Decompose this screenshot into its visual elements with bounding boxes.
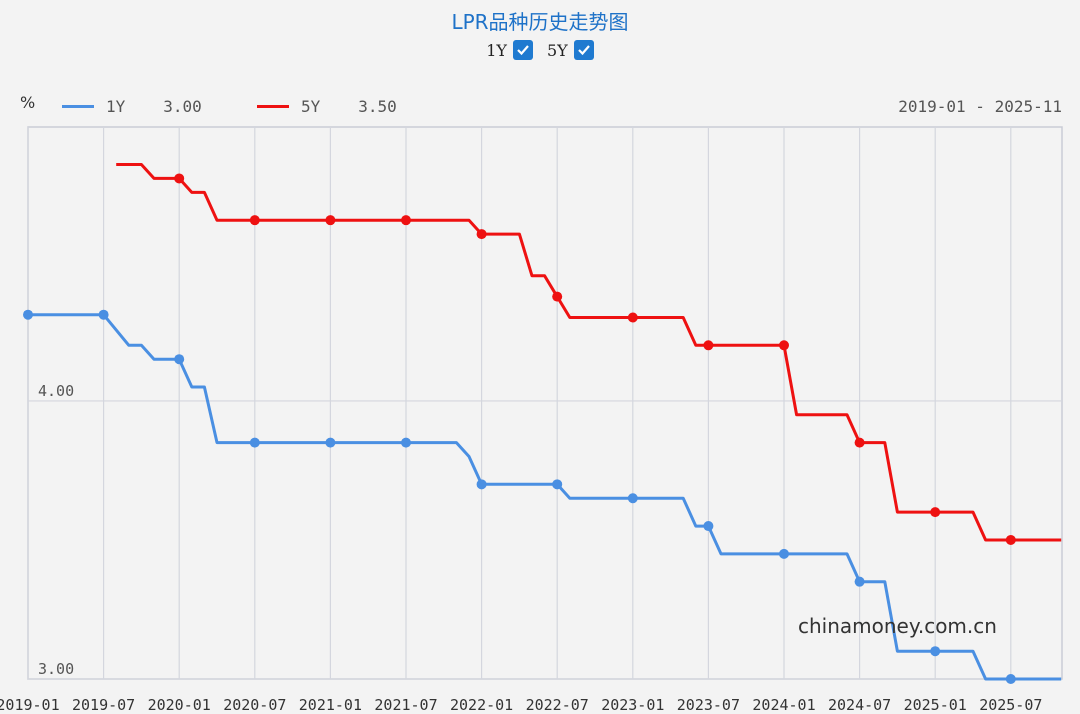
data-point-5y (703, 340, 714, 351)
data-point-1y (325, 437, 336, 448)
legend-5y-value: 3.50 (358, 97, 397, 116)
x-tick-label: 2019-07 (72, 696, 135, 714)
checkbox-1y-checked-icon[interactable] (513, 40, 533, 60)
data-point-5y (552, 291, 563, 302)
x-tick-label: 2023-07 (677, 696, 740, 714)
x-tick-label: 2024-07 (828, 696, 891, 714)
grid-lines (27, 126, 1063, 680)
legend-5y-name: 5Y (301, 97, 321, 116)
data-point-1y (98, 309, 109, 320)
data-point-5y (779, 340, 789, 351)
data-point-1y (552, 479, 563, 490)
data-point-5y (1005, 534, 1016, 545)
y-tick-label: 4.00 (38, 382, 74, 400)
toggle-5y-label: 5Y (547, 40, 568, 60)
y-tick-label: 3.00 (38, 660, 74, 678)
series-line-5y (116, 163, 1062, 542)
toggle-1y-label: 1Y (486, 40, 507, 60)
series-lines (28, 163, 1062, 681)
x-tick-label: 2022-01 (450, 696, 513, 714)
unit-label: % (20, 93, 36, 112)
data-point-1y (703, 521, 714, 532)
x-tick-label: 2020-07 (223, 696, 286, 714)
data-point-5y (627, 312, 638, 323)
x-tick-label: 2024-01 (752, 696, 815, 714)
x-tick-label: 2025-01 (904, 696, 967, 714)
x-tick-label: 2025-07 (979, 696, 1042, 714)
data-point-1y (779, 548, 789, 559)
data-point-5y (476, 229, 487, 240)
data-point-5y (930, 507, 941, 518)
y-axis-ticks: 3.00 4.00 (38, 382, 74, 678)
checkbox-5y-checked-icon[interactable] (573, 40, 594, 60)
toggle-1y[interactable]: 1Y (486, 40, 533, 60)
date-range: 2019-01 - 2025-11 (898, 97, 1062, 116)
data-point-1y (174, 354, 185, 365)
x-tick-label: 2019-01 (0, 696, 60, 714)
data-point-5y (174, 173, 185, 184)
data-point-1y (401, 437, 411, 448)
series-markers (23, 173, 1016, 684)
series-line-1y (28, 313, 1062, 681)
x-tick-label: 2023-01 (601, 696, 664, 714)
x-axis-ticks: 2019-01 2019-07 2020-01 2020-07 2021-01 2021-… (0, 696, 1042, 714)
data-point-5y (249, 215, 260, 226)
x-tick-label: 2022-07 (526, 696, 589, 714)
data-point-1y (930, 646, 941, 657)
data-point-5y (325, 215, 336, 226)
chart-title: LPR品种历史走势图 (451, 10, 629, 34)
data-point-1y (476, 479, 487, 490)
data-point-1y (627, 493, 638, 504)
x-tick-label: 2021-07 (374, 696, 437, 714)
toggle-5y[interactable]: 5Y (547, 40, 594, 60)
legend-1y-name: 1Y (106, 97, 126, 116)
legend-1y-value: 3.00 (163, 97, 202, 116)
series-toggles: 1Y 5Y (0, 40, 1080, 60)
watermark: chinamoney.com.cn (798, 614, 997, 638)
legend-5y-line-icon (257, 105, 289, 108)
data-point-1y (1005, 674, 1016, 684)
data-point-1y (249, 437, 260, 448)
legend-item-5y[interactable]: 5Y 3.50 (257, 97, 397, 116)
legend-1y-line-icon (62, 105, 94, 108)
data-point-1y (23, 309, 33, 320)
x-tick-label: 2020-01 (148, 696, 211, 714)
data-point-5y (854, 437, 865, 448)
legend-item-1y[interactable]: 1Y 3.00 (62, 97, 202, 116)
x-tick-label: 2021-01 (299, 696, 362, 714)
data-point-1y (854, 576, 865, 587)
legend-row: % 1Y 3.00 5Y 3.50 2019-01 - 2025-11 (0, 93, 1080, 119)
plot-frame (27, 126, 1063, 680)
data-point-5y (401, 215, 411, 226)
